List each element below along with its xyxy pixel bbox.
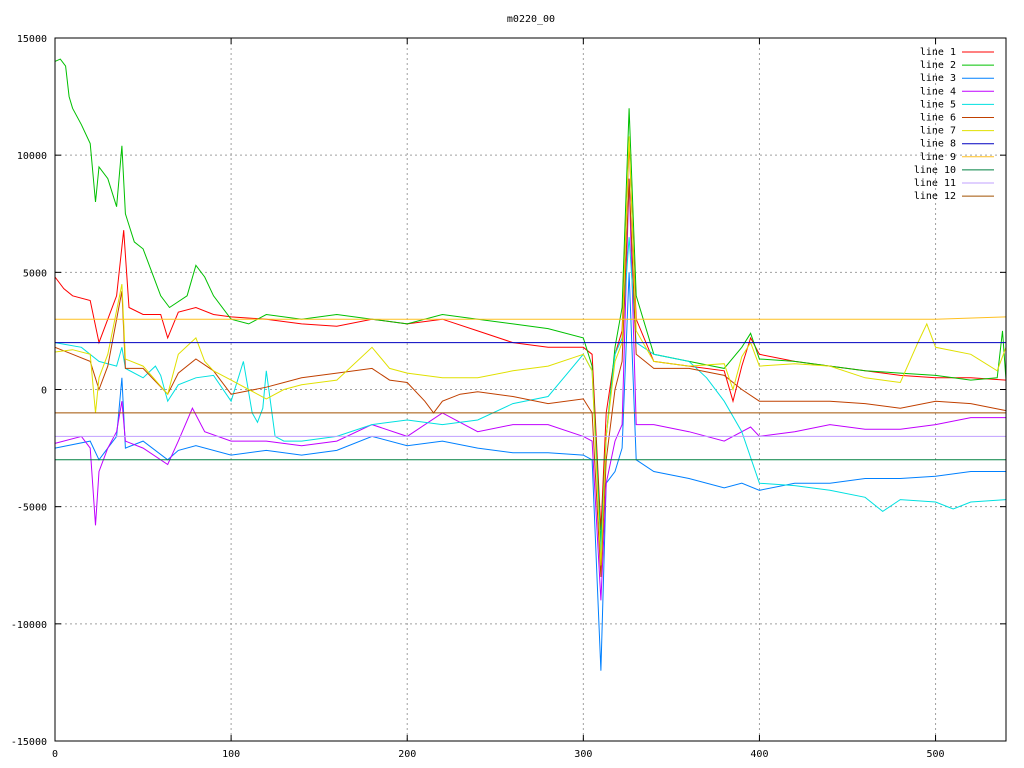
y-tick-label: -10000 [11, 620, 47, 631]
series-line-3 [54, 272, 1006, 671]
x-tick-label: 500 [927, 749, 945, 760]
series-lines [54, 58, 1007, 671]
y-tick-label: -5000 [17, 503, 47, 514]
legend-label-3: line 3 [920, 73, 956, 84]
legend: line 1 line 2 line 3 line 4 line 5 line 6 line… [914, 47, 994, 202]
legend-label-2: line 2 [920, 60, 956, 71]
legend-label-1: line 1 [920, 47, 956, 58]
series-line-9 [55, 316, 1007, 320]
series-line-2 [54, 58, 1007, 542]
x-tick-label: 300 [574, 749, 592, 760]
series-line-7 [54, 136, 1007, 566]
x-tick-label: 100 [222, 749, 240, 760]
legend-label-7: line 7 [920, 126, 956, 137]
x-tick-label: 200 [398, 749, 416, 760]
series-line-4 [54, 178, 1006, 601]
legend-label-9: line 9 [920, 152, 956, 163]
legend-label-6: line 6 [920, 113, 956, 124]
legend-label-10: line 10 [914, 165, 956, 176]
series-line-6 [54, 178, 1007, 578]
x-tick-label: 0 [52, 749, 58, 760]
legend-label-4: line 4 [920, 86, 956, 97]
y-tick-label: 15000 [17, 34, 47, 45]
grid [55, 38, 1006, 741]
axis-ticks: 0 100 200 300 400 500 -15000 -10000 -5000 0 5000 10… [11, 34, 1006, 760]
chart-title: m0220_00 [507, 14, 555, 25]
legend-label-12: line 12 [914, 191, 956, 202]
y-tick-label: 10000 [17, 151, 47, 162]
y-tick-label: 0 [41, 386, 47, 397]
legend-label-5: line 5 [920, 99, 956, 110]
series-line-1 [54, 143, 1007, 531]
series-line-5 [54, 237, 1007, 554]
y-tick-label: -15000 [11, 737, 47, 748]
legend-label-11: line 11 [914, 178, 956, 189]
legend-label-8: line 8 [920, 139, 956, 150]
y-tick-label: 5000 [23, 268, 47, 279]
x-tick-label: 400 [750, 749, 768, 760]
